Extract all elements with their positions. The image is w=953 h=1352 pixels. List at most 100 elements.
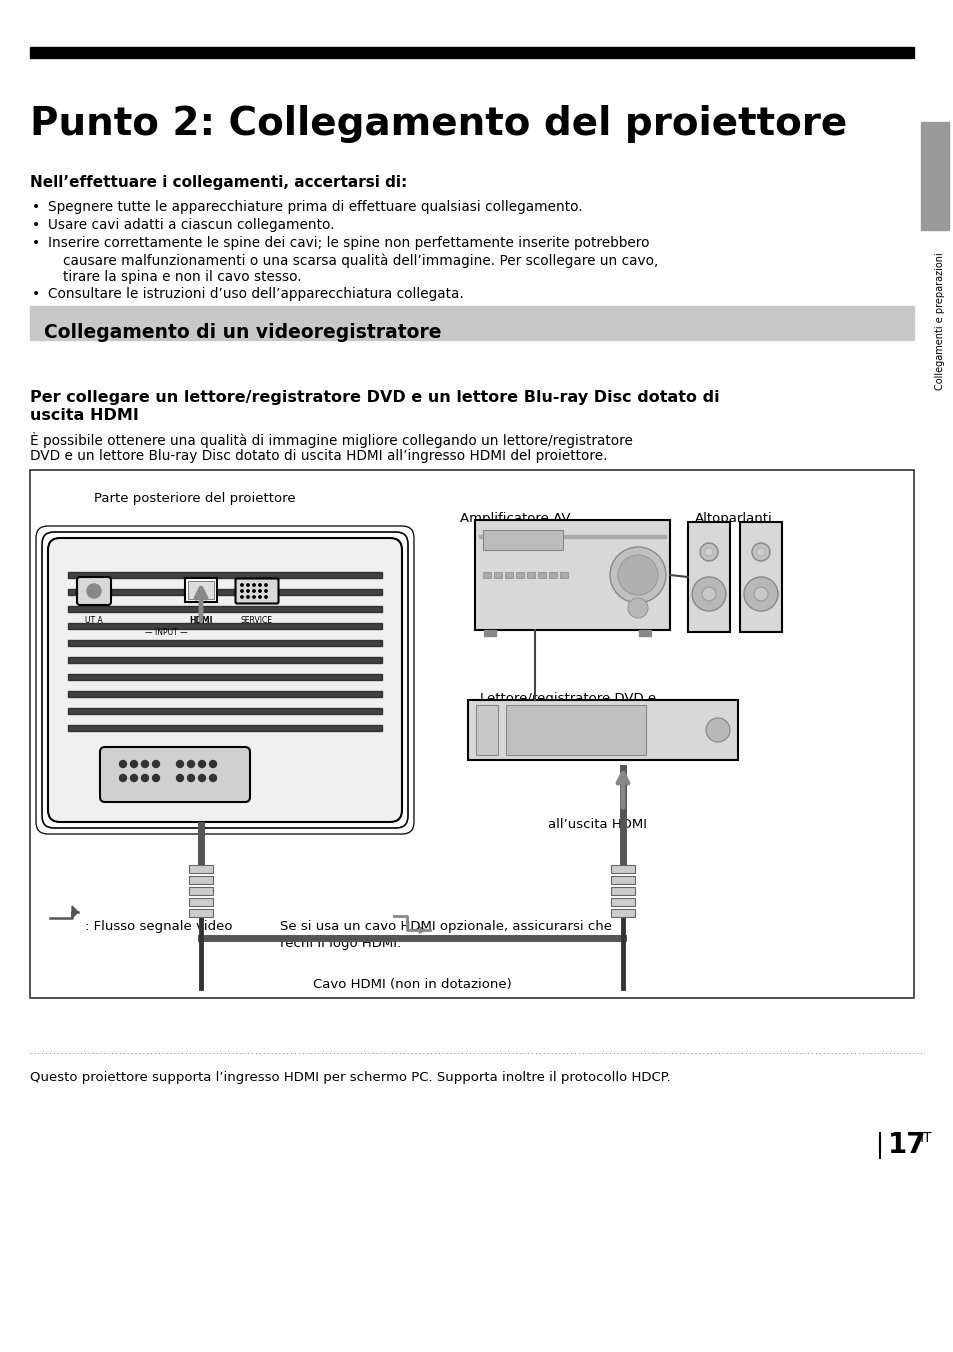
Bar xyxy=(526,572,535,579)
Bar xyxy=(188,581,213,599)
Circle shape xyxy=(188,760,194,768)
Text: Se si usa un cavo HDMI opzionale, assicurarsi che: Se si usa un cavo HDMI opzionale, assicu… xyxy=(280,919,612,933)
Circle shape xyxy=(119,760,127,768)
FancyBboxPatch shape xyxy=(77,577,111,604)
Circle shape xyxy=(152,775,159,781)
Bar xyxy=(475,521,669,630)
Bar xyxy=(30,470,913,998)
Text: Collegamenti e preparazioni: Collegamenti e preparazioni xyxy=(934,253,944,389)
Circle shape xyxy=(253,589,255,592)
Bar xyxy=(189,887,213,895)
Circle shape xyxy=(258,584,261,587)
Circle shape xyxy=(247,589,249,592)
Bar xyxy=(483,630,496,635)
Text: SERVICE: SERVICE xyxy=(241,617,273,625)
Bar xyxy=(610,876,635,884)
Text: tirare la spina e non il cavo stesso.: tirare la spina e non il cavo stesso. xyxy=(63,270,301,284)
Bar xyxy=(559,572,567,579)
Bar xyxy=(482,530,562,550)
Bar xyxy=(740,522,781,631)
Bar xyxy=(30,306,913,339)
Bar xyxy=(482,572,491,579)
Circle shape xyxy=(198,760,205,768)
Bar xyxy=(516,572,523,579)
Circle shape xyxy=(258,596,261,598)
Bar xyxy=(68,606,381,612)
Bar xyxy=(68,639,381,646)
Text: Questo proiettore supporta l’ingresso HDMI per schermo PC. Supporta inoltre il p: Questo proiettore supporta l’ingresso HD… xyxy=(30,1071,670,1084)
Circle shape xyxy=(188,775,194,781)
Text: all’uscita HDMI: all’uscita HDMI xyxy=(547,818,646,831)
Bar xyxy=(610,909,635,917)
Circle shape xyxy=(131,775,137,781)
Circle shape xyxy=(253,584,255,587)
Bar xyxy=(610,898,635,906)
Text: Nell’effettuare i collegamenti, accertarsi di:: Nell’effettuare i collegamenti, accertar… xyxy=(30,174,407,191)
Bar xyxy=(505,704,645,754)
Circle shape xyxy=(119,775,127,781)
Text: Amplificatore AV: Amplificatore AV xyxy=(459,512,570,525)
Circle shape xyxy=(141,760,149,768)
Text: Parte posteriore del proiettore: Parte posteriore del proiettore xyxy=(94,492,295,506)
Bar xyxy=(504,572,513,579)
Text: uscita HDMI: uscita HDMI xyxy=(30,408,139,423)
Text: È possibile ottenere una qualità di immagine migliore collegando un lettore/regi: È possibile ottenere una qualità di imma… xyxy=(30,433,632,448)
Text: causare malfunzionamenti o una scarsa qualità dell’immagine. Per scollegare un c: causare malfunzionamenti o una scarsa qu… xyxy=(63,253,658,268)
Circle shape xyxy=(701,587,716,602)
Text: IT: IT xyxy=(919,1132,931,1145)
Bar xyxy=(68,657,381,662)
Circle shape xyxy=(152,760,159,768)
FancyBboxPatch shape xyxy=(235,579,278,603)
Text: — INPUT —: — INPUT — xyxy=(145,627,188,637)
Circle shape xyxy=(609,548,665,603)
Circle shape xyxy=(265,596,267,598)
Circle shape xyxy=(176,760,183,768)
Circle shape xyxy=(240,589,243,592)
Text: •: • xyxy=(32,287,40,301)
Text: UT A: UT A xyxy=(85,617,103,625)
Text: Lettore/registratore DVD e: Lettore/registratore DVD e xyxy=(479,692,656,704)
Bar xyxy=(68,589,381,595)
Bar xyxy=(468,700,738,760)
Circle shape xyxy=(141,775,149,781)
Bar xyxy=(610,887,635,895)
Text: Per collegare un lettore/registratore DVD e un lettore Blu-ray Disc dotato di: Per collegare un lettore/registratore DV… xyxy=(30,389,719,406)
Bar xyxy=(68,708,381,714)
Text: dotato di uscita HDMI: dotato di uscita HDMI xyxy=(496,725,639,737)
Text: HDMI: HDMI xyxy=(189,617,213,625)
Bar xyxy=(68,623,381,629)
Bar xyxy=(537,572,545,579)
Text: Usare cavi adatti a ciascun collegamento.: Usare cavi adatti a ciascun collegamento… xyxy=(48,218,335,233)
Circle shape xyxy=(265,589,267,592)
Text: Inserire correttamente le spine dei cavi; le spine non perfettamente inserite po: Inserire correttamente le spine dei cavi… xyxy=(48,237,649,250)
Bar xyxy=(920,122,948,230)
Circle shape xyxy=(751,544,769,561)
Circle shape xyxy=(618,556,658,595)
Bar xyxy=(189,898,213,906)
Bar xyxy=(478,535,665,538)
Text: lettore Blu-ray Disc, ecc.: lettore Blu-ray Disc, ecc. xyxy=(485,708,649,721)
Bar xyxy=(476,704,497,754)
Text: Consultare le istruzioni d’uso dell’apparecchiatura collegata.: Consultare le istruzioni d’uso dell’appa… xyxy=(48,287,463,301)
FancyBboxPatch shape xyxy=(100,748,250,802)
Bar xyxy=(68,725,381,731)
Circle shape xyxy=(705,718,729,742)
Text: •: • xyxy=(32,218,40,233)
Circle shape xyxy=(176,775,183,781)
Bar xyxy=(548,572,557,579)
Circle shape xyxy=(87,584,101,598)
Circle shape xyxy=(240,584,243,587)
Text: Spegnere tutte le apparecchiature prima di effettuare qualsiasi collegamento.: Spegnere tutte le apparecchiature prima … xyxy=(48,200,582,214)
Text: •: • xyxy=(32,237,40,250)
Bar xyxy=(687,522,729,631)
Circle shape xyxy=(253,596,255,598)
Bar xyxy=(639,630,650,635)
Circle shape xyxy=(691,577,725,611)
Bar xyxy=(189,909,213,917)
Bar xyxy=(30,47,913,58)
Bar xyxy=(610,865,635,873)
Circle shape xyxy=(247,596,249,598)
Circle shape xyxy=(258,589,261,592)
Circle shape xyxy=(240,596,243,598)
Circle shape xyxy=(210,760,216,768)
